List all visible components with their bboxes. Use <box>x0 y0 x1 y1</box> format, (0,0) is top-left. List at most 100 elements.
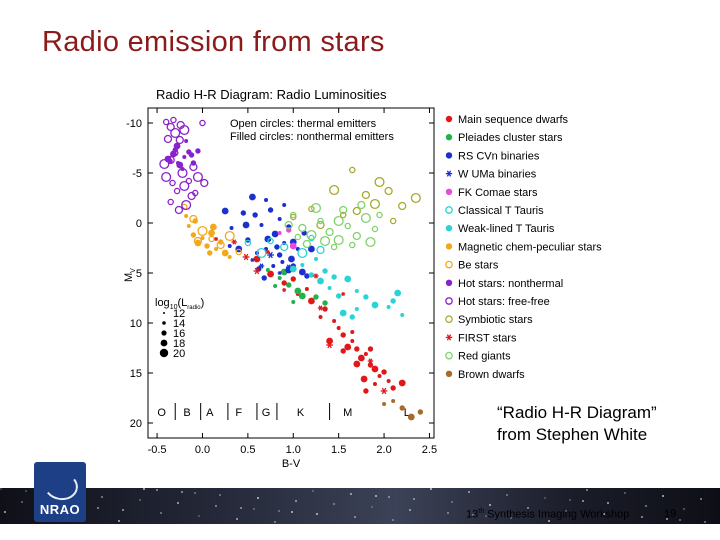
figure-credit: “Radio H-R Diagram” from Stephen White <box>497 402 657 446</box>
data-point <box>224 230 235 242</box>
data-point <box>184 214 189 218</box>
data-point <box>335 293 342 299</box>
footer-workshop-name: Synthesis Imaging Workshop <box>487 508 630 521</box>
data-point <box>242 253 250 261</box>
legend-label: Hot stars: nonthermal <box>458 278 563 290</box>
data-point <box>298 268 306 276</box>
data-point <box>354 289 359 293</box>
data-point <box>193 236 203 246</box>
data-point <box>163 134 173 144</box>
data-point-stroke <box>286 264 291 270</box>
data-point <box>261 275 267 281</box>
series-brown-dwarfs <box>382 399 424 421</box>
axis-ticks: -0.5 0.0 0.5 1.0 1.5 2.0 2.5 -10 -5 0 5 10 15 20 <box>126 108 437 456</box>
data-point <box>326 341 333 349</box>
star-speck <box>278 510 280 512</box>
star-speck <box>101 496 103 498</box>
series-first-stars <box>214 236 388 395</box>
data-point <box>354 307 359 311</box>
data-point-stroke <box>232 239 237 245</box>
data-point <box>369 198 381 210</box>
data-point <box>191 189 199 197</box>
data-point <box>277 217 282 221</box>
data-point <box>264 235 272 243</box>
data-point <box>169 179 176 187</box>
nrao-logo: NRAO <box>34 462 86 522</box>
star-speck <box>118 520 120 522</box>
chart-title: Radio H-R Diagram: Radio Luminosities <box>156 87 387 102</box>
data-point <box>267 251 274 259</box>
data-point <box>350 339 355 343</box>
data-point-stroke <box>327 341 332 349</box>
size-legend-dot <box>162 321 166 325</box>
data-point <box>250 257 255 263</box>
series-legend: Main sequence dwarfs Pleiades cluster sta… <box>445 114 602 381</box>
spectral-class-label: A <box>206 407 214 419</box>
data-point <box>214 247 219 251</box>
data-point <box>344 275 352 283</box>
data-point <box>271 230 279 238</box>
data-point <box>410 192 421 204</box>
data-point <box>318 315 323 319</box>
data-point <box>399 405 405 411</box>
star-speck <box>392 519 394 521</box>
data-point <box>166 122 175 132</box>
star-speck <box>139 499 141 501</box>
y-tick-label: -10 <box>126 118 142 130</box>
data-point <box>259 223 264 227</box>
legend-marker <box>445 370 453 377</box>
data-point <box>197 225 208 237</box>
data-point <box>354 346 360 352</box>
star-speck <box>240 507 242 509</box>
data-point <box>174 205 184 215</box>
data-point <box>208 235 215 243</box>
star-speck <box>409 509 411 511</box>
series-weak-lined-t-tauris <box>289 257 405 320</box>
star-speck <box>350 493 352 495</box>
data-point <box>350 330 355 334</box>
star-speck <box>215 505 217 507</box>
data-point <box>384 186 393 196</box>
data-point <box>319 235 331 247</box>
data-point <box>273 284 278 288</box>
star-speck <box>683 508 685 510</box>
data-point <box>329 184 340 196</box>
series-w-uma-binaries <box>250 251 292 276</box>
star-speck <box>447 512 449 514</box>
size-legend-title: log10(Lradio) <box>155 297 204 311</box>
data-point <box>304 273 310 279</box>
data-point <box>340 332 346 338</box>
data-point <box>322 300 328 306</box>
data-point <box>389 217 397 225</box>
star-speck <box>160 512 162 514</box>
star-speck <box>548 520 550 522</box>
data-point <box>306 229 317 241</box>
star-speck <box>607 502 609 504</box>
data-point <box>330 243 338 251</box>
data-point <box>327 286 332 290</box>
data-point <box>189 162 198 172</box>
data-point <box>371 301 379 309</box>
star-speck <box>451 501 453 503</box>
x-tick-label: 1.0 <box>286 444 301 456</box>
data-point <box>316 220 325 230</box>
star-speck <box>413 498 415 500</box>
size-legend-dot <box>161 330 167 336</box>
data-point-stroke <box>243 253 249 261</box>
data-point <box>313 257 318 261</box>
data-point <box>325 227 334 237</box>
star-speck <box>122 509 124 511</box>
data-point <box>171 149 179 157</box>
star-speck <box>257 497 259 499</box>
data-point <box>353 360 361 368</box>
data-point <box>300 263 305 267</box>
star-speck <box>506 494 508 496</box>
credit-line-1: “Radio H-R Diagram” <box>497 403 657 422</box>
legend-label: Brown dwarfs <box>458 369 525 381</box>
data-point <box>365 236 376 248</box>
legend-label: Hot stars: free-free <box>458 296 550 308</box>
data-point <box>386 305 391 309</box>
star-speck <box>527 507 529 509</box>
data-point <box>391 399 396 403</box>
data-point <box>340 348 346 354</box>
